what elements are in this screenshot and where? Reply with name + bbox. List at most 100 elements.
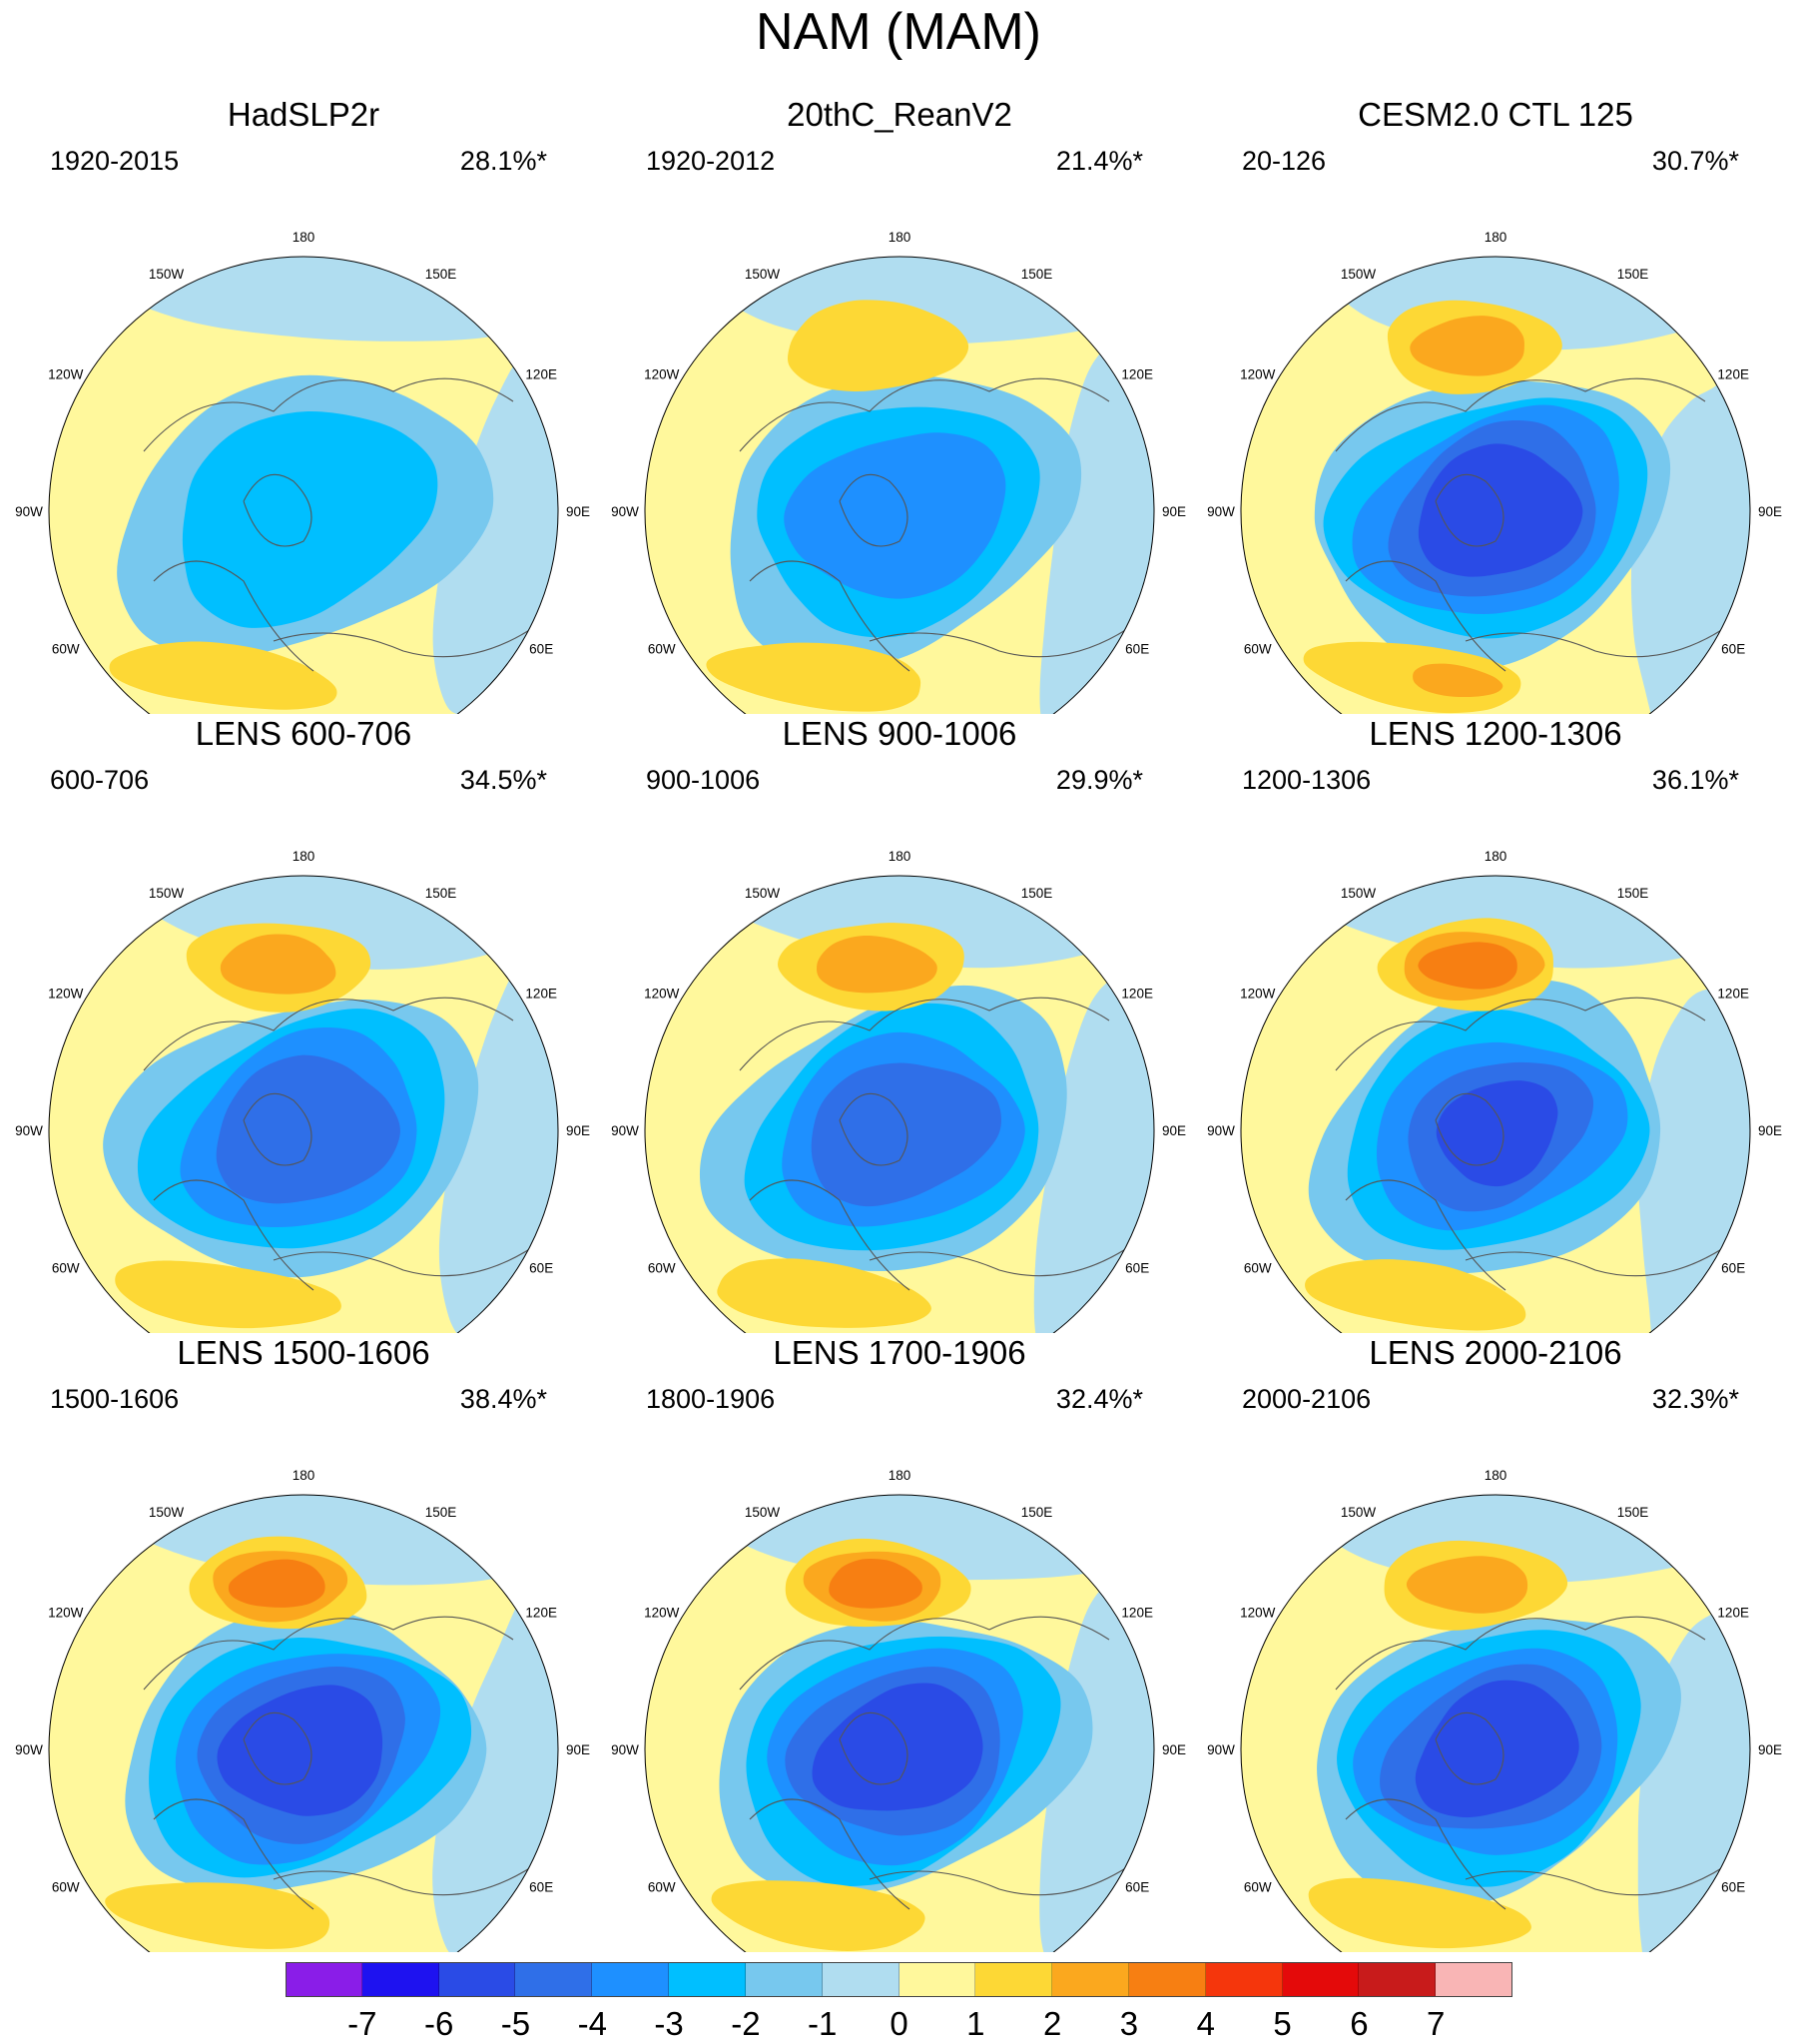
colorbar-tick-label: 6: [1350, 2005, 1369, 2042]
longitude-label: 180: [889, 1468, 911, 1483]
longitude-label: 60E: [1125, 1880, 1149, 1895]
panel-title: LENS 1200-1306: [1369, 715, 1622, 752]
positive-anomaly-contour: [1308, 1877, 1531, 1949]
negative-anomaly-contour: [812, 1683, 983, 1811]
colorbar-swatch: [1436, 1962, 1512, 1997]
positive-anomaly-contour: [105, 1882, 330, 1949]
colorbar-tick-label: 0: [890, 2005, 908, 2042]
longitude-label: 120W: [644, 987, 680, 1002]
colorbar-tick-label: 1: [966, 2005, 985, 2042]
longitude-label: 120E: [1717, 1606, 1749, 1621]
map-panel: 20thC_ReanV2 1920-2012 21.4%* 180 150E 120E 90…: [600, 95, 1199, 714]
polar-map: 180150E120E90E60E30E030W60W90W120W150W: [15, 849, 590, 1333]
negative-anomaly-contour: [182, 410, 438, 628]
panel-title: CESM2.0 CTL 125: [1358, 96, 1633, 133]
longitude-label: 120E: [1121, 367, 1153, 382]
colorbar-tick-label: -7: [347, 2005, 377, 2042]
map-boundary: [48, 256, 559, 714]
longitude-label: 90W: [15, 1742, 43, 1757]
panel-variance-explained: 21.4%*: [1055, 146, 1143, 176]
longitude-label: 60E: [1125, 642, 1149, 657]
colorbar-swatch: [1282, 1962, 1360, 1997]
colorbar-tick-label: 3: [1119, 2005, 1139, 2042]
coastline: [739, 1616, 1140, 1910]
longitude-label: 90W: [1207, 1123, 1235, 1138]
coastline: [739, 377, 1140, 672]
map-boundary: [1240, 875, 1751, 1333]
longitude-label: 180: [1485, 230, 1507, 245]
longitude-label: 180: [293, 230, 315, 245]
map-boundary: [48, 875, 559, 1333]
longitude-label: 60E: [1721, 1261, 1745, 1276]
longitude-label: 120W: [48, 1606, 84, 1621]
coastline: [143, 1616, 544, 1910]
longitude-label: 90W: [611, 504, 639, 519]
colorbar-swatch: [515, 1962, 593, 1997]
longitude-label: 180: [293, 849, 315, 864]
panel-period: 1920-2015: [50, 146, 180, 176]
negative-anomaly-region: [707, 257, 1154, 345]
longitude-label: 90W: [611, 1742, 639, 1757]
positive-anomaly-contour: [787, 300, 969, 392]
longitude-label: 90E: [566, 504, 590, 519]
colorbar-tick-label: -3: [654, 2005, 684, 2042]
colorbar-tick-label: 5: [1273, 2005, 1292, 2042]
map-boundary: [644, 256, 1155, 714]
colorbar-swatch: [592, 1962, 670, 1997]
longitude-label: 150W: [1341, 1505, 1377, 1520]
longitude-label: 150W: [149, 1505, 185, 1520]
longitude-label: 120W: [1240, 987, 1276, 1002]
longitude-label: 60W: [52, 642, 80, 657]
positive-anomaly-contour: [1406, 1556, 1528, 1614]
colorbar-swatch: [1205, 1962, 1283, 1997]
panel-title: 20thC_ReanV2: [787, 96, 1012, 133]
map-boundary: [1240, 256, 1751, 714]
colorbar-swatch: [286, 1962, 362, 1997]
colorbar-swatch: [669, 1962, 746, 1997]
longitude-label: 150E: [425, 886, 457, 901]
map-boundary: [48, 1494, 559, 1952]
longitude-label: 90W: [1207, 504, 1235, 519]
longitude-label: 120E: [525, 1606, 557, 1621]
panel-variance-explained: 36.1%*: [1651, 765, 1739, 795]
colorbar-tick-label: -4: [577, 2005, 607, 2042]
panel-period: 1200-1306: [1242, 765, 1372, 795]
panel-title: LENS 600-706: [195, 715, 412, 752]
negative-anomaly-contour: [1418, 443, 1583, 577]
polar-map: 180150E120E90E60E30E030W60W90W120W150W: [1207, 849, 1782, 1333]
colorbar-tick-label: -6: [423, 2005, 454, 2042]
coastline: [143, 997, 544, 1291]
longitude-label: 120W: [1240, 367, 1276, 382]
longitude-label: 120W: [644, 1606, 680, 1621]
panel-period: 1800-1906: [646, 1384, 776, 1414]
longitude-label: 120W: [1240, 1606, 1276, 1621]
colorbar-tick-label: 4: [1196, 2005, 1215, 2042]
longitude-label: 60W: [648, 1880, 676, 1895]
colorbar-tick-label: -5: [500, 2005, 531, 2042]
map-panel: LENS 2000-2106 2000-2106 32.3%* 180 150E 120E…: [1196, 1333, 1795, 1952]
colorbar-swatch: [975, 1962, 1053, 1997]
colorbar-tick-label: -1: [808, 2005, 838, 2042]
longitude-label: 90W: [15, 504, 43, 519]
longitude-label: 120E: [525, 367, 557, 382]
colorbar-swatch: [438, 1962, 516, 1997]
longitude-label: 60E: [529, 642, 553, 657]
panel-period: 1920-2012: [646, 146, 776, 176]
positive-anomaly-contour: [1418, 942, 1517, 990]
colorbar-swatch: [361, 1962, 439, 1997]
longitude-label: 60W: [648, 642, 676, 657]
colorbar-swatch: [745, 1962, 823, 1997]
negative-anomaly-contour: [216, 1054, 400, 1204]
longitude-label: 90E: [566, 1742, 590, 1757]
negative-anomaly-contour: [1415, 1680, 1579, 1818]
longitude-label: 150E: [1021, 267, 1053, 282]
polar-map: 180150E120E90E60E30E030W60W90W120W150W: [15, 230, 590, 714]
longitude-label: 180: [1485, 849, 1507, 864]
map-panel: LENS 1500-1606 1500-1606 38.4%* 180 150E 120E…: [4, 1333, 603, 1952]
longitude-label: 120W: [644, 367, 680, 382]
longitude-label: 180: [889, 230, 911, 245]
negative-anomaly-region: [1288, 876, 1750, 969]
panel-variance-explained: 32.3%*: [1651, 1384, 1739, 1414]
longitude-label: 150W: [1341, 267, 1377, 282]
panel-variance-explained: 30.7%*: [1651, 146, 1739, 176]
